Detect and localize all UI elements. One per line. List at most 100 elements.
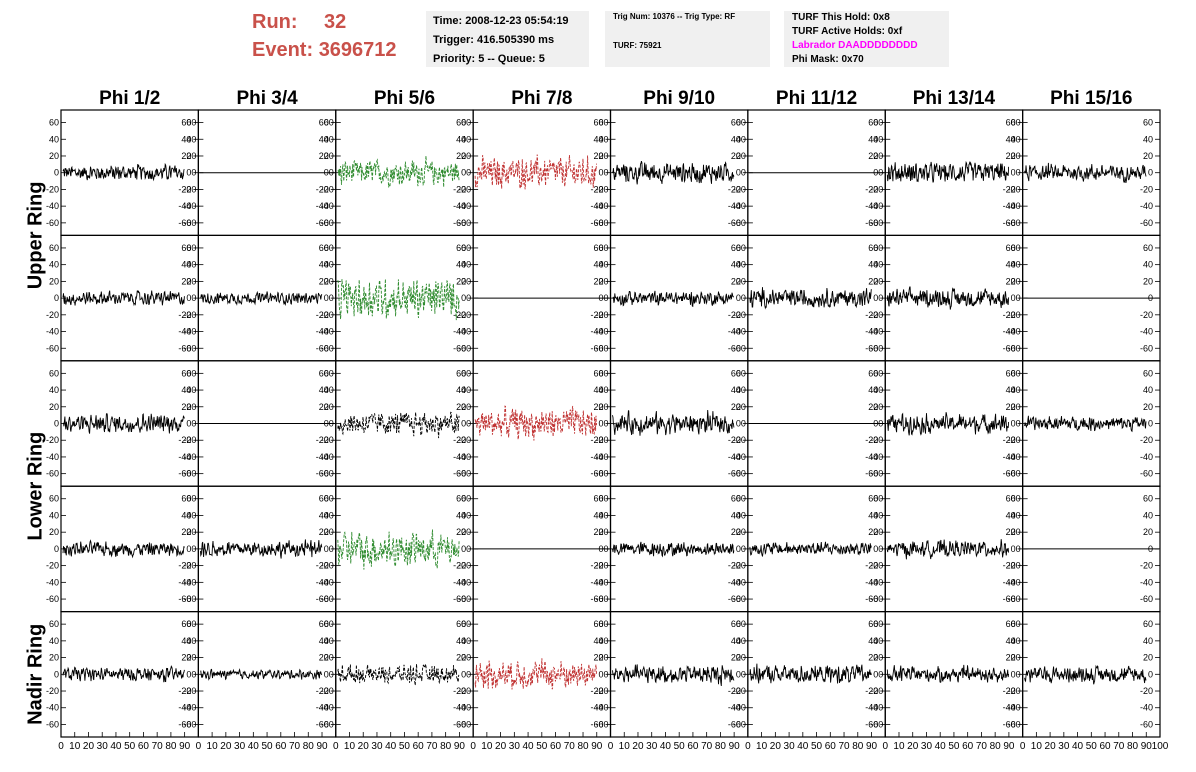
- y-tick-label-left: -20: [870, 435, 883, 445]
- y-tick-label-right: -40: [728, 201, 741, 211]
- y-tick-label-right: -20: [1140, 310, 1153, 320]
- x-tick-label: 60: [413, 741, 425, 752]
- y-tick-label-right: -20: [453, 310, 466, 320]
- y-tick-label-right: 60: [456, 118, 466, 128]
- y-tick-label-left: 40: [873, 385, 883, 395]
- y-tick-label-right: 60: [593, 118, 603, 128]
- y-tick-label-right: -20: [728, 686, 741, 696]
- y-tick-label-right: -20: [728, 435, 741, 445]
- x-tick-label: 30: [784, 741, 796, 752]
- y-tick-label-left: 40: [324, 134, 334, 144]
- y-tick-label-left: 60: [186, 619, 196, 629]
- row-label-2: Nadir Ring: [24, 624, 46, 725]
- y-tick-label-left: 0: [603, 293, 608, 303]
- y-tick-label-left: 40: [873, 510, 883, 520]
- y-tick-label-right: -40: [728, 327, 741, 337]
- x-tick-label: 50: [674, 741, 686, 752]
- y-tick-label-left: -60: [183, 719, 196, 729]
- y-tick-label-left: 60: [49, 494, 59, 504]
- phi-mask-line: Phi Mask: 0x70: [792, 54, 864, 65]
- y-tick-label-left: -20: [733, 435, 746, 445]
- y-tick-label-right: -60: [453, 218, 466, 228]
- y-tick-label-left: -60: [183, 218, 196, 228]
- y-tick-label-right: -40: [865, 703, 878, 713]
- y-tick-label-left: 20: [1011, 276, 1021, 286]
- y-tick-label-left: 20: [873, 151, 883, 161]
- x-tick-label: 10: [756, 741, 768, 752]
- y-tick-label-right: 40: [1006, 260, 1016, 270]
- y-tick-label-right: -60: [178, 343, 191, 353]
- column-header-0: Phi 1/2: [99, 88, 160, 109]
- y-tick-label-right: -60: [1140, 594, 1153, 604]
- y-tick-label-left: 0: [603, 669, 608, 679]
- y-tick-label-left: -60: [458, 469, 471, 479]
- y-tick-label-left: 0: [1016, 669, 1021, 679]
- y-tick-label-left: -40: [733, 577, 746, 587]
- y-tick-label-left: 60: [1011, 368, 1021, 378]
- y-tick-label-left: -20: [733, 686, 746, 696]
- y-tick-label-left: 0: [329, 544, 334, 554]
- y-tick-label-left: 20: [49, 653, 59, 663]
- y-tick-label-left: -60: [183, 594, 196, 604]
- y-tick-label-left: 60: [186, 243, 196, 253]
- trace-waveform: [1024, 664, 1147, 685]
- y-tick-label-left: 0: [191, 293, 196, 303]
- y-tick-label-left: -40: [458, 201, 471, 211]
- y-tick-label-left: -40: [1008, 577, 1021, 587]
- y-tick-label-right: -60: [728, 719, 741, 729]
- y-tick-label-left: 60: [873, 619, 883, 629]
- y-tick-label-left: 60: [736, 243, 746, 253]
- y-tick-label-right: 40: [593, 510, 603, 520]
- x-tick-label: 80: [577, 741, 589, 752]
- x-tick-label: 60: [550, 741, 562, 752]
- y-tick-label-left: -20: [870, 561, 883, 571]
- y-tick-label-left: -60: [1008, 218, 1021, 228]
- y-tick-label-left: 0: [329, 419, 334, 429]
- y-tick-label-left: -40: [595, 452, 608, 462]
- x-tick-label: 40: [523, 741, 535, 752]
- turf-line: TURF: 75921: [613, 41, 662, 50]
- y-tick-label-right: -60: [865, 719, 878, 729]
- y-tick-label-left: -60: [595, 719, 608, 729]
- y-tick-label-left: 20: [461, 402, 471, 412]
- x-tick-label: 30: [97, 741, 109, 752]
- y-tick-label-left: -20: [183, 686, 196, 696]
- y-tick-label-left: 20: [736, 402, 746, 412]
- y-tick-label-left: -40: [183, 201, 196, 211]
- y-tick-label-right: 20: [456, 527, 466, 537]
- y-tick-label-left: -40: [733, 703, 746, 713]
- trace-waveform: [337, 411, 460, 439]
- x-tick-label: 50: [1086, 741, 1098, 752]
- y-tick-label-right: 20: [1143, 527, 1153, 537]
- y-tick-label-left: 20: [461, 527, 471, 537]
- y-tick-label-right: 20: [868, 402, 878, 412]
- y-tick-label-right: 40: [456, 636, 466, 646]
- y-tick-label-right: 0: [1148, 669, 1153, 679]
- y-tick-label-right: 0: [598, 419, 603, 429]
- y-tick-label-left: 40: [873, 134, 883, 144]
- trace-waveform: [199, 539, 323, 559]
- y-tick-label-left: -40: [1008, 452, 1021, 462]
- y-tick-label-right: 40: [593, 636, 603, 646]
- y-tick-label-right: 60: [731, 619, 741, 629]
- y-tick-label-right: -60: [865, 469, 878, 479]
- y-tick-label-right: 20: [1006, 151, 1016, 161]
- y-tick-label-left: 40: [324, 510, 334, 520]
- y-tick-label-right: -20: [865, 561, 878, 571]
- y-tick-label-right: 40: [1143, 385, 1153, 395]
- y-tick-label-left: 40: [324, 385, 334, 395]
- y-tick-label-right: 0: [324, 669, 329, 679]
- y-tick-label-right: 20: [319, 151, 329, 161]
- y-tick-label-right: -40: [865, 201, 878, 211]
- trace-waveform: [337, 155, 460, 188]
